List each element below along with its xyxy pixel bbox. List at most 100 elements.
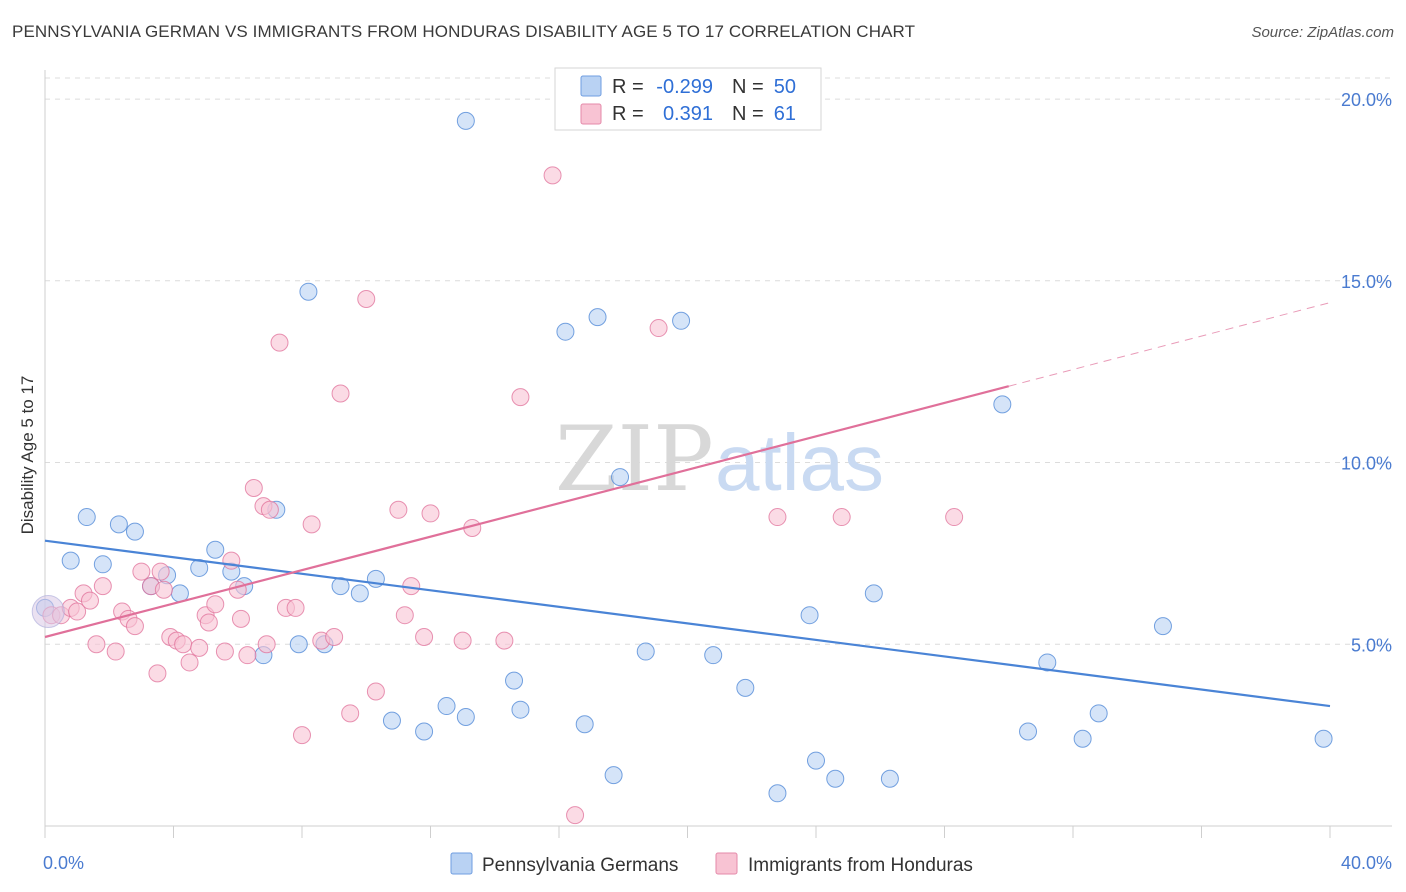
point-honduras-60 — [257, 635, 276, 654]
point-pennsylvania-germans-29 — [575, 715, 594, 734]
point-honduras-20 — [190, 638, 209, 657]
point-pennsylvania-germans-39 — [807, 751, 825, 770]
point-pennsylvania-germans-2 — [77, 508, 96, 527]
point-honduras-48 — [453, 631, 472, 650]
point-honduras-3 — [68, 602, 87, 621]
x-tick-label-1: 40.0% — [1341, 853, 1392, 873]
point-honduras-25 — [222, 551, 241, 570]
point-pennsylvania-germans-45 — [1038, 653, 1057, 672]
tick-labels: 5.0% 10.0% 15.0% 20.0% 0.0% 40.0% — [43, 90, 1392, 873]
point-honduras-12 — [132, 562, 151, 581]
bottom-legend-swatch-pink — [715, 852, 738, 875]
point-pennsylvania-germans-32 — [611, 468, 630, 487]
point-honduras-56 — [768, 508, 787, 527]
point-honduras-7 — [93, 577, 112, 596]
point-honduras-35 — [293, 726, 311, 745]
point-pennsylvania-germans-49 — [1314, 729, 1333, 748]
point-honduras-19 — [180, 653, 199, 672]
watermark: ZIP atlas — [555, 407, 884, 512]
point-pennsylvania-germans-4 — [109, 515, 128, 534]
point-pennsylvania-germans-23 — [437, 697, 456, 716]
point-pennsylvania-germans-26 — [505, 671, 524, 690]
point-pennsylvania-germans-24 — [456, 111, 475, 130]
point-honduras-57 — [832, 508, 851, 527]
legend-r-label-1: R = — [612, 76, 644, 98]
point-pennsylvania-germans-47 — [1089, 704, 1108, 723]
legend-r-label-2: R = — [612, 103, 644, 125]
point-honduras-44 — [395, 606, 414, 625]
point-honduras-40 — [341, 704, 360, 723]
point-honduras-51 — [511, 388, 530, 407]
point-pennsylvania-germans-36 — [736, 678, 755, 697]
point-pennsylvania-germans-19 — [350, 584, 369, 603]
legend-top: R = -0.299 N = 50 R = 0.391 N = 61 — [554, 67, 822, 131]
point-honduras-31 — [260, 500, 279, 519]
point-pennsylvania-germans-37 — [768, 784, 787, 803]
trend-extension-1 — [1008, 302, 1331, 387]
source-label: Source: ZipAtlas.com — [1251, 24, 1394, 41]
legend-r-value-2: 0.391 — [663, 103, 713, 125]
grid-lines — [45, 77, 1392, 645]
trend-line-1 — [44, 385, 1010, 639]
y-tick-label-2: 15.0% — [1341, 272, 1392, 292]
bottom-legend-swatch-blue — [450, 852, 473, 875]
point-honduras-34 — [286, 598, 305, 617]
legend-swatch-blue — [580, 75, 602, 97]
point-pennsylvania-germans-31 — [604, 766, 623, 785]
point-pennsylvania-germans-5 — [125, 522, 144, 541]
point-honduras-29 — [244, 478, 263, 497]
point-honduras-46 — [415, 628, 434, 646]
point-honduras-28 — [238, 646, 257, 665]
watermark-atlas: atlas — [715, 418, 884, 507]
point-pennsylvania-germans-46 — [1073, 729, 1092, 748]
trend-line-0 — [44, 539, 1331, 708]
x-tick-label-0: 0.0% — [43, 853, 84, 873]
point-pennsylvania-germans-33 — [636, 642, 655, 661]
trend-lines — [44, 302, 1331, 708]
point-honduras-38 — [325, 628, 344, 646]
point-pennsylvania-germans-43 — [993, 395, 1012, 414]
point-honduras-47 — [421, 504, 440, 523]
point-honduras-14 — [148, 664, 167, 683]
point-pennsylvania-germans-3 — [93, 555, 112, 574]
legend-swatch-pink — [580, 103, 602, 125]
point-pennsylvania-germans-25 — [456, 707, 475, 726]
point-honduras-59 — [151, 562, 170, 581]
point-honduras-22 — [199, 613, 218, 632]
legend-bottom: Pennsylvania Germans Immigrants from Hon… — [450, 852, 973, 876]
cluster-point-origin — [31, 595, 65, 629]
point-honduras-36 — [302, 515, 321, 534]
point-pennsylvania-germans-42 — [880, 769, 899, 788]
point-pennsylvania-germans-41 — [864, 584, 883, 603]
point-pennsylvania-germans-34 — [672, 311, 691, 330]
point-honduras-23 — [206, 595, 225, 614]
point-honduras-6 — [87, 635, 106, 654]
y-tick-label-1: 10.0% — [1341, 454, 1392, 474]
point-pennsylvania-germans-21 — [382, 711, 401, 730]
point-honduras-15 — [154, 580, 173, 599]
point-honduras-24 — [215, 642, 234, 661]
point-pennsylvania-germans-30 — [588, 308, 607, 327]
point-honduras-18 — [174, 635, 193, 654]
point-pennsylvania-germans-27 — [511, 700, 530, 719]
watermark-zip: ZIP — [555, 407, 714, 512]
axes — [44, 70, 1392, 838]
point-honduras-5 — [80, 591, 99, 610]
chart-title: PENNSYLVANIA GERMAN VS IMMIGRANTS FROM H… — [12, 22, 916, 41]
point-honduras-26 — [228, 580, 247, 599]
point-pennsylvania-germans-1 — [61, 551, 80, 570]
point-honduras-11 — [125, 617, 144, 636]
point-pennsylvania-germans-48 — [1153, 617, 1172, 636]
bottom-legend-label-2: Immigrants from Honduras — [748, 855, 973, 876]
point-pennsylvania-germans-10 — [206, 540, 225, 559]
point-pennsylvania-germans-16 — [299, 282, 318, 301]
legend-n-label-2: N = — [732, 103, 764, 125]
point-honduras-41 — [357, 289, 376, 308]
legend-n-label-1: N = — [732, 76, 764, 98]
point-honduras-39 — [331, 384, 350, 403]
y-axis-label: Disability Age 5 to 17 — [18, 376, 37, 535]
point-honduras-58 — [945, 508, 964, 527]
point-honduras-8 — [106, 642, 125, 661]
y-tick-label-0: 5.0% — [1351, 635, 1392, 655]
point-pennsylvania-germans-44 — [1019, 722, 1038, 741]
